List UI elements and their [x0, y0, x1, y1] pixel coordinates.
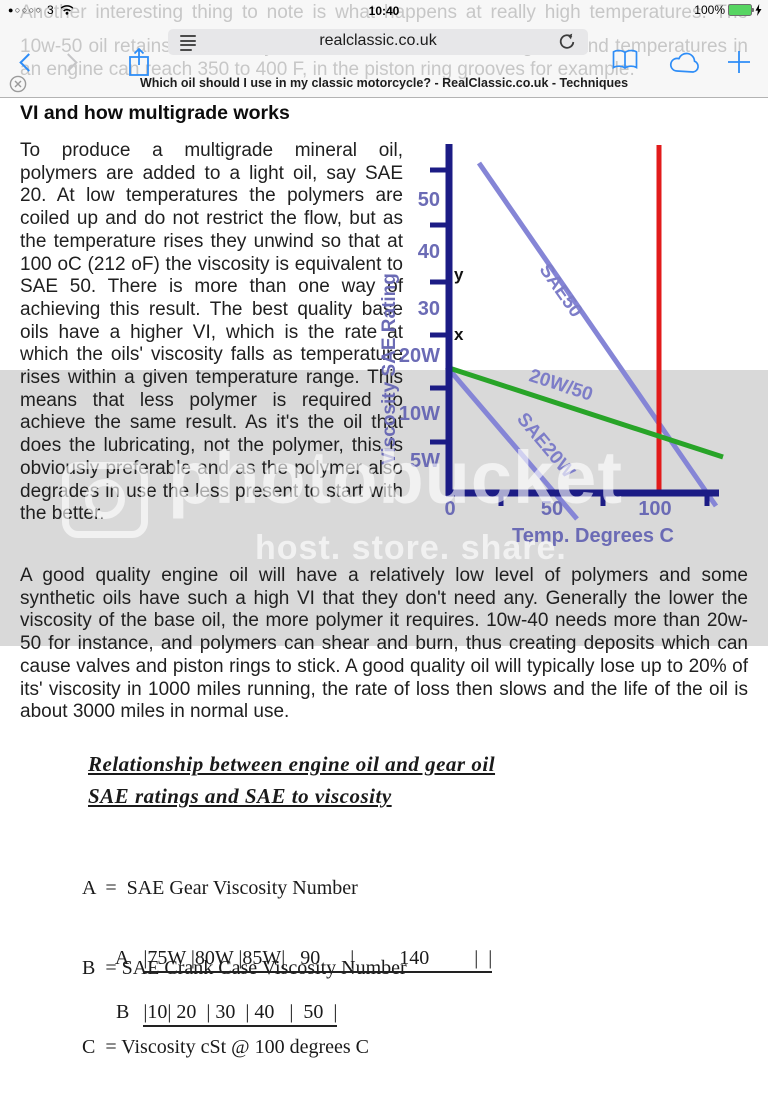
photobucket-watermark-band [0, 370, 768, 646]
new-tab-icon[interactable] [727, 50, 751, 74]
wifi-icon [60, 5, 74, 15]
article-heading: VI and how multigrade works [20, 102, 290, 124]
row-a-label: A [114, 947, 130, 969]
page-content: VI and how multigrade works To produce a… [0, 97, 768, 1058]
background-text-line3: an engine can reach 350 to 400 F, in the… [20, 59, 635, 80]
status-bar: ●○○○○ 3 10:40 100% [0, 0, 768, 22]
address-bar[interactable]: realclassic.co.uk [168, 29, 588, 55]
safari-toolbar: realclassic.co.uk [0, 22, 768, 76]
row-a-scale: |75W |80W |85W| 90 | 140 | | [143, 947, 493, 973]
viscosity-chart: Viscosity SAE Rating Temp. Degrees C 50 … [378, 140, 768, 570]
scale-row-a: A |75W |80W |85W| 90 | 140 | | [86, 924, 493, 996]
paragraph-multigrade: To produce a multigrade mineral oil, pol… [20, 140, 403, 525]
clock: 10:40 [368, 4, 400, 18]
ytick-20w: 20W [398, 345, 440, 367]
row-b-label: B [116, 1001, 130, 1023]
refresh-icon[interactable] [558, 33, 576, 51]
ytick-40: 40 [417, 241, 440, 263]
bookmarks-icon[interactable] [611, 49, 639, 71]
back-button[interactable] [19, 53, 38, 72]
ytick-30: 30 [417, 298, 440, 320]
row-b-scale: |10| 20 | 30 | 40 | 50 | [143, 1001, 338, 1027]
battery-icon [728, 4, 754, 16]
page-title[interactable]: Which oil should I use in my classic mot… [139, 76, 629, 90]
close-tab-icon[interactable] [9, 75, 27, 93]
xtick-50: 50 [540, 498, 564, 520]
carrier-label: 3 [47, 3, 55, 17]
figure-title-line1: Relationship between engine oil and gear… [88, 752, 496, 776]
chart-canvas [430, 144, 724, 521]
battery-status: 100% [694, 3, 762, 17]
xtick-100: 100 [638, 498, 672, 520]
chart-x-axis-label: Temp. Degrees C [512, 525, 674, 547]
xtick-0: 0 [444, 498, 456, 520]
paragraph-oil-quality: A good quality engine oil will have a re… [20, 565, 748, 723]
ytick-5w: 5W [410, 450, 440, 472]
figure-title-line2: SAE ratings and SAE to viscosity [88, 784, 392, 808]
photobucket-logo-text: photobucket [168, 436, 623, 519]
reader-icon[interactable] [180, 35, 196, 53]
definition-a: A = SAE Gear Viscosity Number [82, 877, 358, 899]
definition-b: B = SAE Crank Case Viscosity Number [82, 956, 407, 979]
background-text-line1: Another interesting thing to note is wha… [20, 2, 748, 23]
icloud-tabs-icon[interactable] [668, 52, 704, 74]
carrier-signal: ●○○○○ 3 [8, 3, 75, 17]
ytick-10w: 10W [398, 403, 440, 425]
scale-row-b: B |10| 20 | 30 | 40 | 50 | [86, 978, 338, 1050]
browser-chrome: Another interesting thing to note is wha… [0, 0, 768, 98]
ytick-50: 50 [417, 189, 440, 211]
y-marker-annotation: y [454, 265, 464, 284]
url-text[interactable]: realclassic.co.uk [319, 32, 437, 49]
battery-percent: 100% [694, 3, 725, 17]
x-marker-annotation: x [454, 325, 464, 344]
tab-bar[interactable]: Which oil should I use in my classic mot… [0, 72, 768, 97]
charging-bolt-icon [755, 4, 762, 16]
share-icon[interactable] [126, 47, 152, 79]
photobucket-tagline: host. store. share. [255, 529, 567, 567]
forward-button[interactable] [59, 53, 78, 72]
signal-dots-icon: ●○○○○ [8, 5, 43, 15]
photobucket-camera-icon [62, 462, 148, 538]
